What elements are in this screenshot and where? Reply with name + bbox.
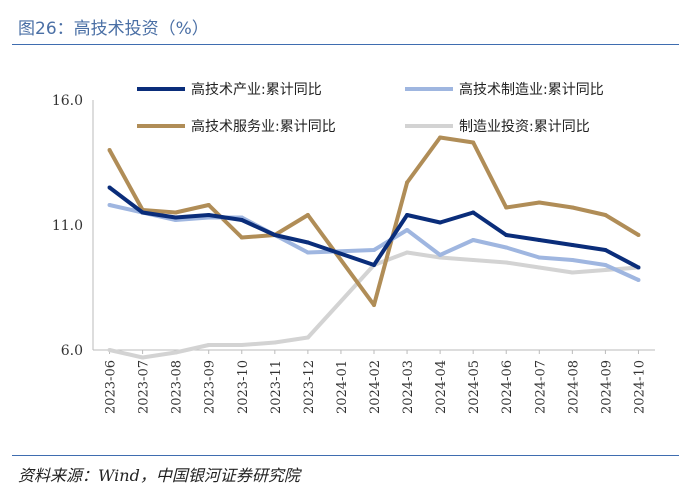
x-tick-label: 2023-09	[203, 360, 218, 414]
x-tick-label: 2023-08	[170, 360, 185, 414]
y-tick-label: 11.0	[52, 218, 83, 234]
legend-label: 高技术服务业:累计同比	[191, 118, 336, 135]
data-point	[305, 250, 310, 255]
x-tick-label: 2023-07	[137, 360, 152, 414]
series-line-4	[109, 250, 639, 360]
data-point	[305, 335, 310, 340]
data-point	[537, 200, 542, 205]
data-point	[239, 235, 244, 240]
data-point	[471, 210, 476, 215]
data-point	[471, 140, 476, 145]
legend-label: 高技术产业:累计同比	[191, 81, 322, 98]
data-point	[504, 260, 509, 265]
data-point	[140, 355, 145, 360]
data-point	[438, 135, 443, 140]
data-point	[603, 263, 608, 267]
data-point	[570, 258, 575, 262]
x-tick-label: 2024-05	[467, 360, 482, 414]
data-point	[504, 233, 509, 237]
data-point	[570, 270, 575, 275]
data-point	[173, 210, 178, 215]
data-point	[471, 258, 476, 262]
series-line-3	[107, 135, 640, 307]
x-tick-label: 2023-06	[104, 360, 119, 414]
x-tick-label: 2024-03	[401, 360, 416, 414]
title-divider	[12, 44, 679, 45]
data-point	[305, 240, 310, 245]
data-point	[438, 253, 443, 257]
figure-title: 图26：高技术投资（%）	[18, 19, 209, 39]
x-tick-label: 2024-04	[434, 360, 449, 414]
y-tick-label: 16.0	[52, 93, 83, 109]
data-point	[239, 218, 244, 222]
x-tick-label: 2024-10	[632, 360, 647, 414]
data-point	[206, 203, 211, 207]
data-point	[305, 213, 310, 217]
x-tick-label: 2023-12	[302, 360, 317, 414]
data-point	[636, 278, 641, 282]
data-point	[471, 238, 476, 242]
data-point	[107, 185, 112, 190]
data-point	[173, 215, 178, 220]
data-point	[372, 263, 376, 267]
data-point	[405, 228, 410, 232]
data-point	[537, 265, 542, 270]
data-point	[405, 213, 410, 217]
data-point	[636, 233, 641, 237]
x-tick-label: 2024-06	[500, 360, 515, 414]
data-point	[504, 205, 509, 210]
data-point	[504, 245, 509, 250]
data-point	[636, 265, 641, 270]
x-tick-label: 2024-01	[335, 360, 350, 414]
data-point	[570, 205, 575, 210]
source-divider	[12, 455, 679, 456]
data-point	[372, 248, 376, 252]
x-tick-label: 2024-02	[368, 360, 383, 414]
data-point	[140, 210, 145, 215]
chart-axes: 16.0 11.0 6.0 2023-06 2023-07 2023-08 2023-09 2…	[52, 93, 655, 414]
x-tick-label: 2023-10	[236, 360, 251, 414]
data-point	[438, 220, 443, 225]
data-point	[107, 348, 112, 352]
data-point	[603, 268, 608, 272]
legend-label: 高技术制造业:累计同比	[459, 81, 604, 98]
data-point	[372, 303, 376, 307]
data-point	[603, 248, 608, 252]
x-tick-label: 2024-07	[533, 360, 548, 414]
data-point	[206, 213, 211, 217]
x-tick-label: 2023-11	[269, 360, 284, 414]
x-tick-label: 2024-09	[599, 360, 614, 414]
data-point	[272, 340, 277, 345]
data-point	[603, 213, 608, 217]
data-point	[206, 343, 211, 347]
data-point	[173, 350, 178, 355]
source-note: 资料来源：Wind，中国银河证券研究院	[18, 466, 300, 485]
data-point	[239, 343, 244, 347]
data-point	[405, 250, 410, 255]
x-tick-label: 2024-08	[566, 360, 581, 414]
legend-label: 制造业投资:累计同比	[459, 119, 590, 135]
series-line-1	[108, 185, 640, 270]
y-tick-label: 6.0	[61, 343, 83, 359]
data-point	[537, 255, 542, 260]
data-point	[570, 243, 575, 247]
data-point	[107, 148, 112, 152]
series-layer	[107, 135, 641, 360]
data-point	[272, 233, 277, 237]
data-point	[405, 180, 410, 185]
data-point	[537, 238, 542, 242]
data-point	[107, 203, 112, 207]
